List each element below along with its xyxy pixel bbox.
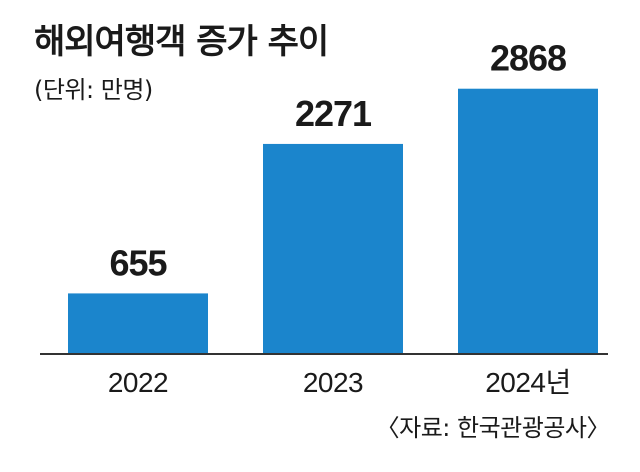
data-label-1: 2271	[295, 93, 372, 134]
source-note: 〈자료: 한국관광공사〉	[375, 414, 611, 442]
chart-title: 해외여행객 증가 추이	[34, 22, 329, 62]
x-tick-label-2: 2024년	[485, 367, 571, 398]
bar-0	[68, 293, 208, 354]
bar-2	[458, 88, 598, 355]
data-label-0: 655	[109, 242, 167, 283]
data-label-2: 2868	[490, 38, 566, 79]
x-tick-label-1: 2023	[303, 367, 363, 398]
unit-label: (단위: 만명)	[34, 76, 153, 104]
bar-1	[263, 143, 403, 354]
x-tick-label-0: 2022	[108, 367, 168, 398]
